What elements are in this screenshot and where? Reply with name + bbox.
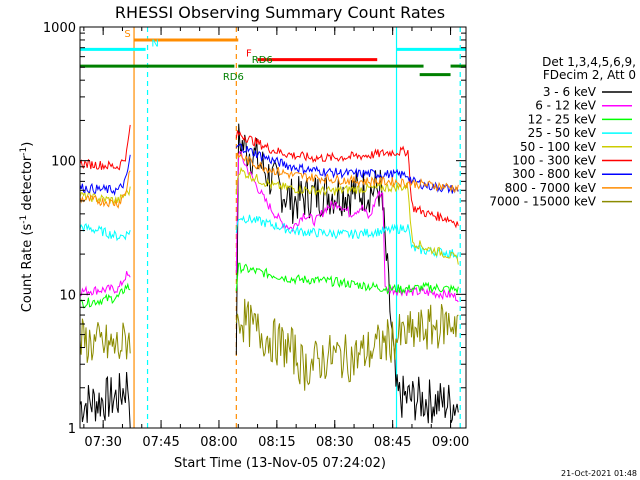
x-tick-label-5: 08:45 (374, 435, 411, 450)
series-0-post-trace (235, 123, 459, 424)
x-tick-label-4: 08:30 (316, 435, 353, 450)
flag-label-3: F (246, 49, 252, 60)
x-tick-label-6: 09:00 (432, 435, 469, 450)
series-group (79, 123, 459, 429)
series-3-post-trace (235, 214, 459, 260)
legend-label-4: 50 - 100 keV (520, 140, 597, 154)
legend-header-line-2: FDecim 2, Att 0 (543, 68, 636, 82)
x-axis-label: Start Time (13-Nov-05 07:24:02) (174, 456, 386, 471)
x-tick-label-0: 07:30 (84, 435, 121, 450)
y-tick-label-2: 100 (51, 155, 76, 170)
flag-label-5: RD6 (252, 55, 273, 66)
legend-label-7: 800 - 7000 keV (505, 181, 597, 195)
series-5-post-trace (235, 130, 459, 229)
y-tick-label-0: 1 (68, 422, 76, 437)
y-axis-label-main: Count Rate (s (20, 224, 35, 313)
y-axis-label-sup: -1 (19, 215, 29, 224)
series-8-post-trace (235, 298, 459, 391)
series-0-pre-trace (79, 371, 131, 429)
x-tick-label-2: 08:00 (200, 435, 237, 450)
x-tick-label-3: 08:15 (258, 435, 295, 450)
legend-label-5: 100 - 300 keV (512, 154, 596, 168)
chart-title: RHESSI Observing Summary Count Rates (115, 3, 445, 22)
y-axis-label-rest: detector (20, 155, 35, 215)
legend-header-line-1: Det 1,3,4,5,6,9, (542, 55, 636, 69)
x-tick-label-1: 07:45 (142, 435, 179, 450)
series-6-pre-trace (79, 154, 131, 196)
legend-label-3: 25 - 50 keV (528, 126, 597, 140)
y-tick-label-1: 10 (59, 288, 76, 303)
mode-transition-lines (133, 27, 461, 428)
legend-label-2: 12 - 25 keV (528, 112, 597, 126)
series-7-pre-trace (79, 170, 131, 209)
plot-frame (79, 26, 467, 429)
y-tick-label-3: 1000 (43, 21, 76, 36)
flag-label-0: S (124, 29, 130, 40)
legend-label-1: 6 - 12 keV (535, 99, 597, 113)
axes: 07:30 07:45 08:00 08:15 08:30 08:45 09:00 1 10 10… (43, 21, 469, 450)
series-4-post-trace (235, 166, 459, 265)
y-axis-label-end: ) (20, 142, 35, 147)
legend-label-6: 300 - 800 keV (512, 167, 596, 181)
flag-label-1: N (151, 38, 158, 49)
series-5-pre-trace (79, 124, 131, 171)
series-1-pre-trace (79, 271, 131, 297)
series-2-post-trace (235, 262, 459, 295)
series-4-pre-trace (79, 186, 131, 206)
flag-label-4: RD6 (223, 72, 244, 83)
y-axis-label-sup2: -1 (19, 147, 29, 156)
series-3-pre-trace (79, 223, 131, 242)
series-8-pre-trace (79, 318, 131, 363)
legend-label-0: 3 - 6 keV (543, 85, 597, 99)
y-axis-label: Count Rate (s-1 detector-1) (19, 142, 35, 313)
series-2-pre-trace (79, 282, 131, 309)
series-7-post-trace (235, 152, 459, 193)
series-1-post-trace (235, 150, 459, 303)
timestamp-stamp: 21-Oct-2021 01:48 (561, 469, 637, 478)
legend-label-8: 7000 - 15000 keV (489, 195, 596, 209)
series-6-post-trace (235, 142, 459, 194)
